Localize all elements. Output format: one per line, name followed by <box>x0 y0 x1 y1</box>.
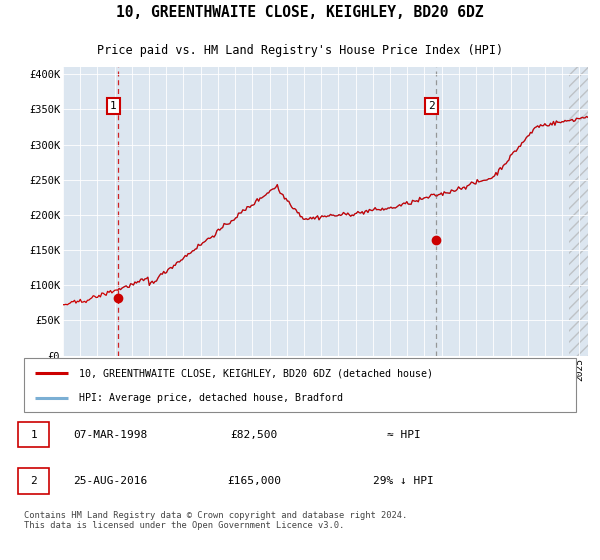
Bar <box>18 422 49 447</box>
Text: 2: 2 <box>428 101 435 111</box>
Text: 1: 1 <box>30 430 37 440</box>
Text: 10, GREENTHWAITE CLOSE, KEIGHLEY, BD20 6DZ: 10, GREENTHWAITE CLOSE, KEIGHLEY, BD20 6… <box>116 6 484 20</box>
Bar <box>18 468 49 493</box>
Text: £165,000: £165,000 <box>227 476 281 486</box>
Text: 07-MAR-1998: 07-MAR-1998 <box>73 430 147 440</box>
Text: ≈ HPI: ≈ HPI <box>387 430 421 440</box>
Text: £82,500: £82,500 <box>230 430 278 440</box>
Text: HPI: Average price, detached house, Bradford: HPI: Average price, detached house, Brad… <box>79 393 343 403</box>
Text: Contains HM Land Registry data © Crown copyright and database right 2024.
This d: Contains HM Land Registry data © Crown c… <box>23 511 407 530</box>
Text: 1: 1 <box>110 101 117 111</box>
Text: 10, GREENTHWAITE CLOSE, KEIGHLEY, BD20 6DZ (detached house): 10, GREENTHWAITE CLOSE, KEIGHLEY, BD20 6… <box>79 368 433 379</box>
Text: 25-AUG-2016: 25-AUG-2016 <box>73 476 147 486</box>
Text: 29% ↓ HPI: 29% ↓ HPI <box>373 476 434 486</box>
Text: Price paid vs. HM Land Registry's House Price Index (HPI): Price paid vs. HM Land Registry's House … <box>97 44 503 57</box>
Text: 2: 2 <box>30 476 37 486</box>
